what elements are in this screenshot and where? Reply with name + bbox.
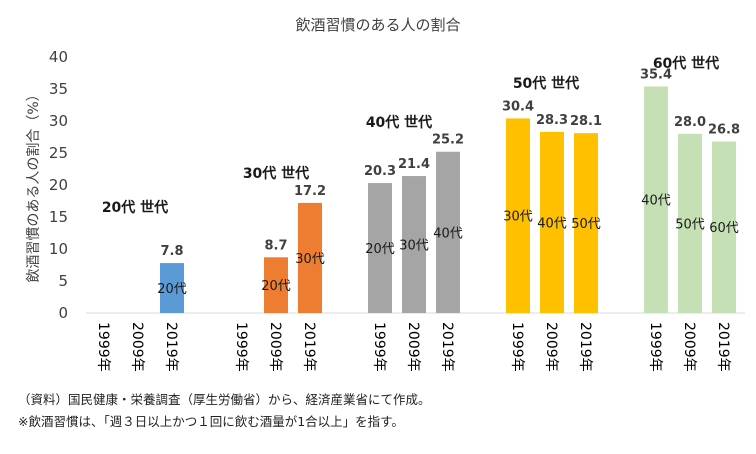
bar-value-label: 28.1 xyxy=(570,114,602,129)
bar xyxy=(678,133,702,313)
bar xyxy=(540,131,564,313)
x-tick-label: 2009年 xyxy=(681,322,697,372)
x-tick-label: 1999年 xyxy=(371,322,387,372)
group-label: 60代 世代 xyxy=(653,55,719,72)
bar-value-label: 8.7 xyxy=(264,238,287,253)
bar-inner-label: 30代 xyxy=(399,239,429,254)
y-tick-label: 10 xyxy=(49,240,68,258)
group-label: 50代 世代 xyxy=(513,75,579,92)
bar xyxy=(506,118,530,313)
source-note: （資料）国民健康・栄養調査（厚生労働省）から、経済産業省にて作成。 xyxy=(18,392,431,407)
chart-title: 飲酒習慣のある人の割合 xyxy=(295,16,460,34)
bar-inner-label: 50代 xyxy=(571,217,601,232)
bar xyxy=(712,141,736,313)
bar xyxy=(436,151,460,313)
bar xyxy=(264,257,288,313)
bar xyxy=(298,202,322,313)
x-tick-label: 2009年 xyxy=(129,322,145,372)
bar-inner-label: 40代 xyxy=(641,194,671,209)
x-tick-label: 1999年 xyxy=(95,322,111,372)
x-tick-label: 1999年 xyxy=(647,322,663,372)
footnote: ※飲酒習慣は、「週３日以上かつ１回に飲む酒量が1合以上」を指す。 xyxy=(18,414,404,429)
bar-inner-label: 50代 xyxy=(675,217,705,232)
bar-inner-label: 20代 xyxy=(365,242,395,257)
bar-value-label: 26.8 xyxy=(708,122,740,137)
bar-inner-label: 20代 xyxy=(157,282,187,297)
bar-inner-label: 40代 xyxy=(433,226,463,241)
bar xyxy=(160,263,184,313)
y-tick-label: 30 xyxy=(49,112,68,130)
x-tick-label: 2009年 xyxy=(405,322,421,372)
x-tick-label: 2019年 xyxy=(163,322,179,372)
group-label: 40代 世代 xyxy=(366,114,432,131)
x-tick-label: 2019年 xyxy=(577,322,593,372)
y-tick-label: 5 xyxy=(58,272,68,290)
group-label: 20代 世代 xyxy=(102,199,168,216)
x-tick-label: 1999年 xyxy=(233,322,249,372)
bar xyxy=(368,183,392,313)
bar-value-label: 20.3 xyxy=(364,164,396,179)
y-axis-label: 飲酒習慣のある人の割合（%） xyxy=(25,87,42,282)
y-tick-label: 35 xyxy=(49,80,68,98)
bar-inner-label: 30代 xyxy=(295,252,325,267)
x-tick-label: 1999年 xyxy=(509,322,525,372)
bar-value-label: 17.2 xyxy=(294,184,326,199)
x-tick-label: 2019年 xyxy=(439,322,455,372)
group-label: 30代 世代 xyxy=(243,165,309,182)
y-tick-label: 0 xyxy=(58,304,68,322)
bar-value-label: 28.3 xyxy=(536,113,568,128)
x-tick-label: 2019年 xyxy=(301,322,317,372)
bar-inner-label: 40代 xyxy=(537,216,567,231)
bar-value-label: 25.2 xyxy=(432,133,464,148)
bar xyxy=(574,133,598,313)
y-tick-label: 40 xyxy=(49,48,68,66)
bar-value-label: 7.8 xyxy=(160,244,183,259)
bar xyxy=(644,86,668,313)
x-tick-label: 2009年 xyxy=(543,322,559,372)
bar-inner-label: 20代 xyxy=(261,279,291,294)
bar-inner-label: 60代 xyxy=(709,221,739,236)
bar-value-label: 35.4 xyxy=(640,67,672,82)
bar-value-label: 21.4 xyxy=(398,157,430,172)
bar-inner-label: 30代 xyxy=(503,210,533,225)
bar-value-label: 28.0 xyxy=(674,115,706,130)
y-tick-label: 25 xyxy=(49,144,68,162)
chart-notes: （資料）国民健康・栄養調査（厚生労働省）から、経済産業省にて作成。 ※飲酒習慣は… xyxy=(18,389,431,433)
y-tick-label: 20 xyxy=(49,176,68,194)
x-tick-label: 2009年 xyxy=(267,322,283,372)
bar xyxy=(402,176,426,313)
y-tick-label: 15 xyxy=(49,208,68,226)
bar-value-label: 30.4 xyxy=(502,99,534,114)
x-tick-label: 2019年 xyxy=(715,322,731,372)
